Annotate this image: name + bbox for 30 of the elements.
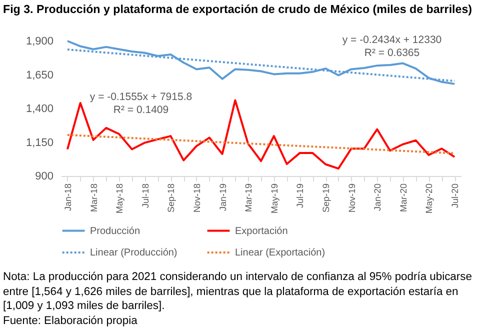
y-tick-label: 1,400: [26, 103, 54, 115]
x-tick-label: Sep-19: [321, 184, 332, 213]
legend-label: Exportación: [235, 226, 288, 237]
text: Nota: La producción para 2021 considerando un intervalo de confianza al 95% podría ubicarse entre [1,564 y 1,626 miles de barriles], mientras que la plataforma de exportación estaría en [1,009 y 1,093 miles de barriles].: [3, 270, 473, 314]
x-tick-label: May-20: [424, 184, 434, 214]
x-tick-label: Jan-19: [218, 184, 228, 212]
x-tick-label: May-19: [269, 184, 280, 214]
annotation: y = -0.1555x + 7915.8 R² = 0.1409: [90, 91, 192, 116]
x-tick-label: Jan-18: [62, 184, 73, 212]
x-tick-label: Sep-18: [166, 184, 176, 213]
y-tick-label: 900: [35, 170, 54, 182]
x-tick-label: Jul-20: [450, 184, 460, 208]
legend-label: Linear (Exportación): [235, 248, 326, 258]
annotation: y = -0.2434x + 12330 R² = 0.6365: [342, 34, 442, 59]
source-note: Fuente: Elaboración propia: [3, 314, 138, 328]
chart-title: Fig 3. Producción y plataforma de exportación de crudo de México (miles de barriles): [3, 3, 472, 16]
x-tick-label: Mar-19: [244, 184, 254, 212]
x-tick-label: Mar-20: [398, 184, 408, 212]
legend-label: Linear (Producción): [90, 248, 178, 258]
x-tick-label: Mar-18: [88, 184, 99, 212]
x-tick-label: Jul-18: [140, 184, 150, 208]
y-tick-label: 1,650: [26, 69, 54, 82]
x-tick-label: Jul-19: [295, 184, 306, 208]
y-tick-label: 1,900: [26, 36, 54, 48]
x-tick-label: May-18: [114, 184, 125, 214]
x-tick-label: Nov-19: [346, 184, 357, 213]
y-tick-label: 1,150: [26, 136, 54, 149]
legend-label: Producción: [90, 226, 140, 237]
x-tick-label: Jan-20: [372, 184, 383, 212]
x-tick-label: Nov-18: [192, 184, 202, 213]
